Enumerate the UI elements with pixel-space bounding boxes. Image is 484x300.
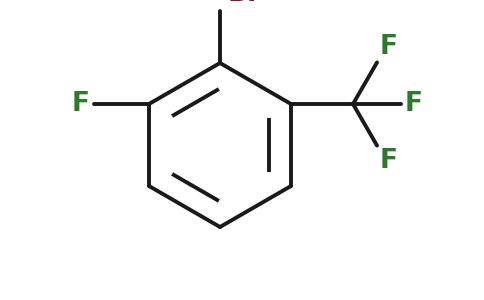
Text: F: F — [72, 91, 90, 117]
Text: Br: Br — [228, 0, 261, 7]
Text: F: F — [380, 148, 398, 174]
Text: F: F — [380, 34, 398, 60]
Text: F: F — [405, 91, 423, 117]
